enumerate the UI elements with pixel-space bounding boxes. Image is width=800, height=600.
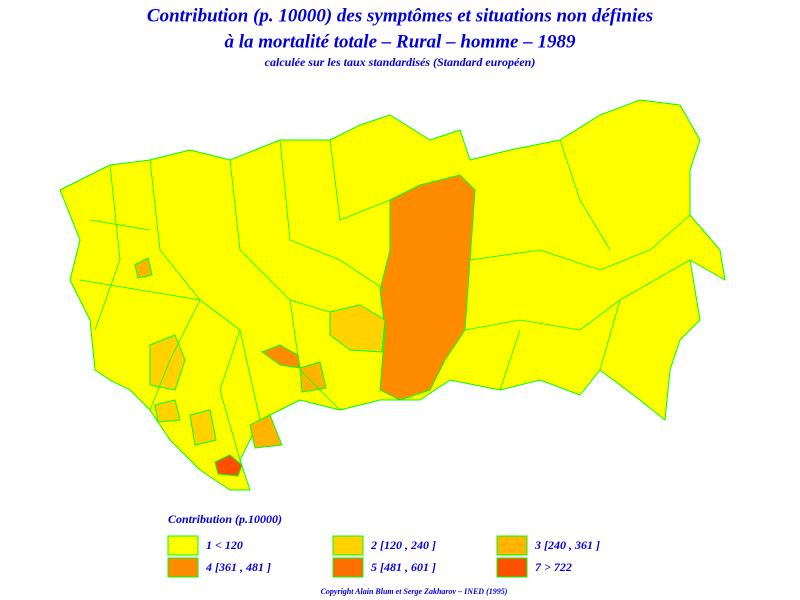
legend-label: 5 [481 , 601 ]	[371, 560, 436, 574]
map	[59, 99, 726, 491]
region	[134, 257, 153, 279]
region	[154, 399, 181, 423]
legend-title: Contribution (p.10000)	[168, 512, 282, 526]
legend-label: 1 < 120	[206, 538, 243, 552]
region	[299, 361, 327, 393]
region	[249, 414, 283, 449]
legend-swatch	[167, 535, 199, 556]
region	[149, 334, 186, 391]
region	[214, 454, 243, 477]
legend-label: 2 [120 , 240 ]	[370, 538, 436, 552]
legend-swatch	[167, 557, 199, 578]
legend-swatch	[332, 535, 364, 556]
legend-label: 7 > 722	[535, 560, 572, 574]
subtitle: calculée sur les taux standardisés (Stan…	[265, 55, 536, 69]
legend-label: 3 [240 , 361 ]	[534, 538, 600, 552]
region	[329, 304, 386, 353]
region	[379, 174, 476, 401]
legend-swatch	[332, 557, 364, 578]
legend-swatch	[496, 557, 528, 578]
legend: 1 < 120 2 [120 , 240 ] 3 [240 , 361 ] 4 [36…	[167, 535, 600, 578]
copyright: Copyright Alain Blum et Serge Zakharov –…	[321, 587, 508, 596]
title: à la mortalité totale – Rural – homme – …	[225, 31, 576, 52]
region-border	[79, 139, 691, 461]
legend-label: 4 [361 , 481 ]	[205, 560, 271, 574]
title: Contribution (p. 10000) des symptômes et…	[147, 5, 653, 26]
region	[189, 409, 217, 446]
legend-swatch	[496, 535, 528, 556]
